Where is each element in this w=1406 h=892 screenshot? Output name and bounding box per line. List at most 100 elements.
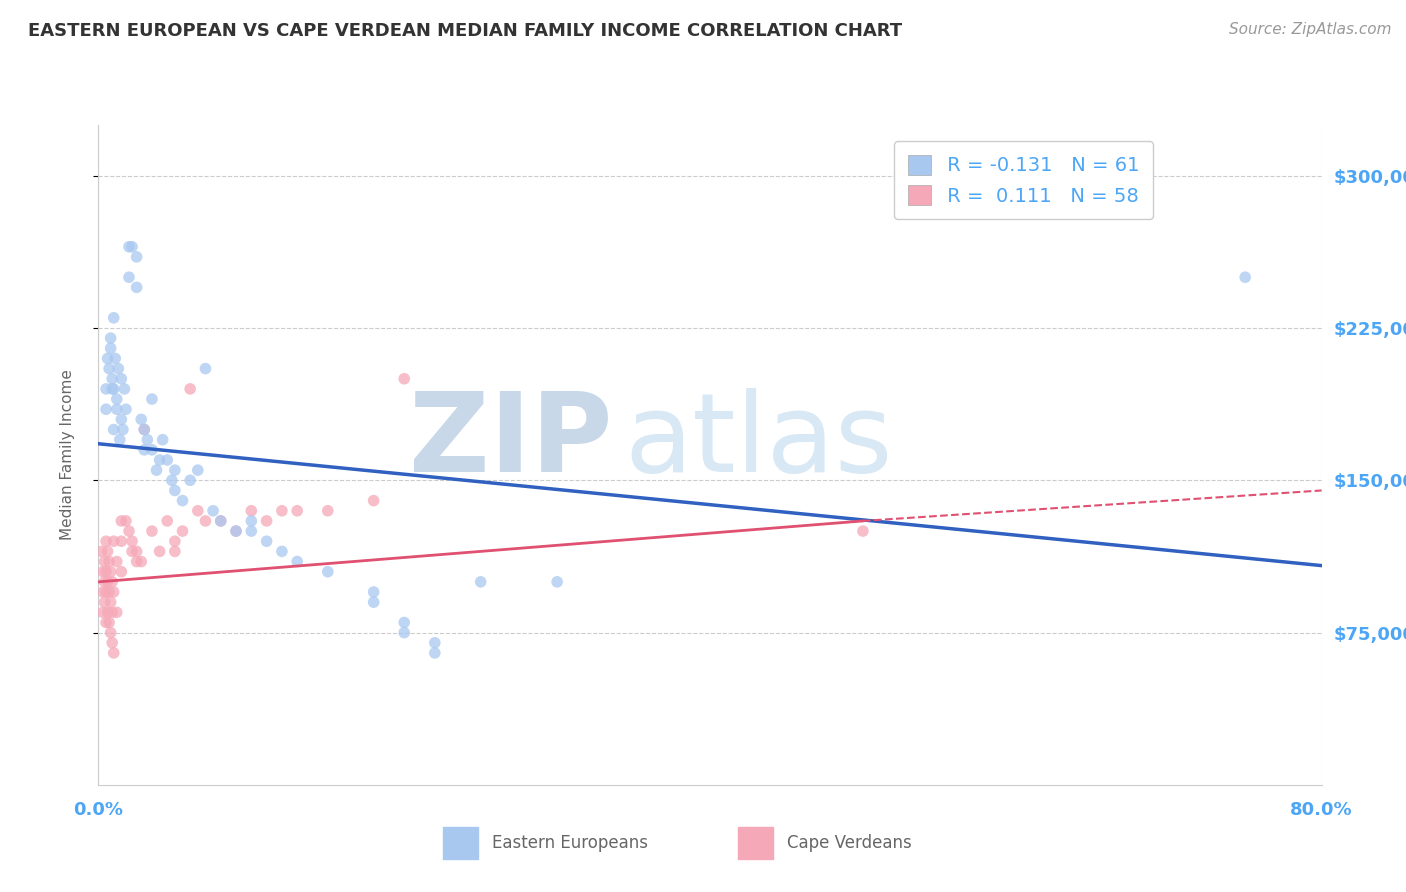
Point	[163, 483, 186, 498]
Point	[270, 544, 292, 558]
Point	[209, 514, 232, 528]
Point	[172, 493, 194, 508]
Point	[852, 524, 875, 538]
Text: Source: ZipAtlas.com: Source: ZipAtlas.com	[1229, 22, 1392, 37]
Point	[103, 585, 125, 599]
Point	[225, 524, 247, 538]
Point	[270, 504, 292, 518]
Point	[108, 433, 131, 447]
Point	[101, 372, 124, 386]
Point	[103, 423, 125, 437]
Point	[103, 646, 125, 660]
Point	[111, 423, 134, 437]
Point	[149, 544, 172, 558]
Point	[1234, 270, 1257, 285]
Point	[93, 595, 115, 609]
Point	[156, 453, 179, 467]
Point	[129, 412, 152, 426]
Point	[179, 382, 201, 396]
Point	[91, 605, 114, 619]
Point	[163, 463, 186, 477]
Point	[94, 402, 117, 417]
Point	[546, 574, 568, 589]
Point	[125, 544, 148, 558]
Point	[103, 534, 125, 549]
Point	[97, 351, 120, 366]
Text: ZIP: ZIP	[409, 388, 612, 495]
Point	[97, 605, 120, 619]
Point	[392, 615, 416, 630]
Point	[104, 351, 127, 366]
Point	[94, 565, 117, 579]
Point	[163, 534, 186, 549]
Point	[110, 372, 132, 386]
Point	[101, 605, 124, 619]
Point	[134, 423, 156, 437]
Point	[187, 504, 209, 518]
Point	[100, 565, 122, 579]
Point	[423, 636, 446, 650]
Point	[256, 534, 278, 549]
Point	[240, 514, 263, 528]
Text: Eastern Europeans: Eastern Europeans	[492, 834, 648, 852]
Point	[110, 565, 132, 579]
Point	[97, 544, 120, 558]
Point	[141, 392, 163, 406]
Point	[105, 402, 128, 417]
Point	[316, 565, 339, 579]
Point	[163, 544, 186, 558]
Point	[103, 310, 125, 325]
Point	[98, 361, 121, 376]
Point	[121, 240, 143, 254]
Point	[100, 331, 122, 345]
Point	[98, 585, 121, 599]
Point	[134, 423, 156, 437]
Point	[110, 412, 132, 426]
Point	[118, 270, 141, 285]
Point	[118, 240, 141, 254]
Point	[172, 524, 194, 538]
Point	[256, 514, 278, 528]
Point	[202, 504, 225, 518]
Point	[392, 625, 416, 640]
Point	[392, 372, 416, 386]
Point	[240, 524, 263, 538]
Text: Cape Verdeans: Cape Verdeans	[787, 834, 912, 852]
Point	[94, 534, 117, 549]
Point	[115, 402, 138, 417]
Point	[100, 595, 122, 609]
Point	[129, 555, 152, 569]
Text: atlas: atlas	[624, 388, 893, 495]
Point	[145, 463, 167, 477]
Point	[179, 473, 201, 487]
Point	[141, 442, 163, 457]
Point	[209, 514, 232, 528]
Point	[136, 433, 159, 447]
Point	[125, 250, 148, 264]
Point	[363, 595, 385, 609]
Point	[285, 555, 308, 569]
Point	[141, 524, 163, 538]
Point	[94, 382, 117, 396]
Point	[149, 453, 172, 467]
Point	[156, 514, 179, 528]
Point	[100, 625, 122, 640]
Point	[90, 544, 112, 558]
Point	[115, 514, 138, 528]
Point	[94, 585, 117, 599]
Point	[125, 280, 148, 294]
Point	[240, 504, 263, 518]
Point	[112, 382, 135, 396]
Point	[97, 574, 120, 589]
Point	[93, 574, 115, 589]
Point	[91, 565, 114, 579]
Point	[93, 555, 115, 569]
Point	[105, 555, 128, 569]
Point	[105, 605, 128, 619]
Point	[98, 615, 121, 630]
Point	[152, 433, 174, 447]
Point	[470, 574, 492, 589]
Point	[363, 585, 385, 599]
Point	[91, 585, 114, 599]
Point	[100, 341, 122, 355]
